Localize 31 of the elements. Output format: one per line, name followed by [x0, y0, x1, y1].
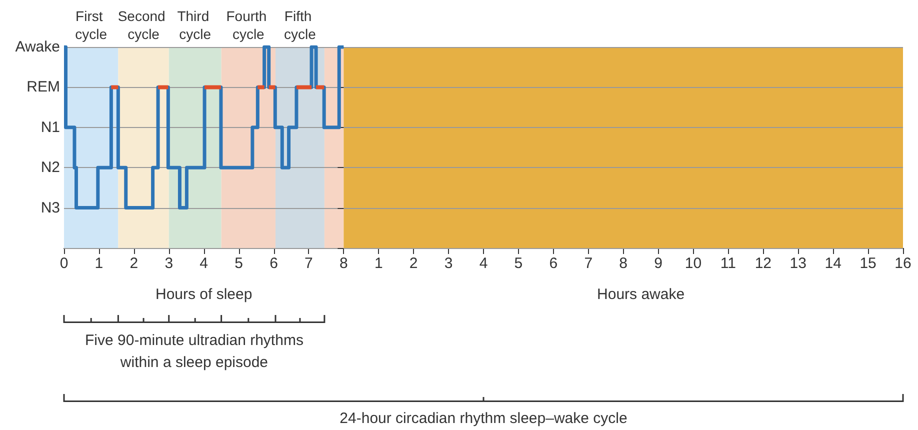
x2-axis-title: Hours awake [596, 285, 686, 305]
x-tick-label: 8 [339, 255, 348, 272]
category-label: Awake [15, 38, 60, 56]
x-tick-label: 4 [200, 255, 208, 272]
text: Five 90-minute ultradian rhythms within a sleep episode [84, 331, 304, 373]
x2-tick-label: 9 [654, 255, 662, 272]
x2-tick-label: 13 [790, 255, 806, 272]
x-tick-label: 7 [304, 255, 313, 272]
x-tick-label: 6 [270, 255, 278, 272]
band-label: Fifth cycle [284, 8, 316, 42]
category-label: N3 [40, 199, 60, 216]
band-label: Second cycle [118, 8, 170, 42]
x-tick-label: 5 [234, 255, 243, 272]
x2-tick-label: 14 [824, 255, 842, 272]
text: 24-hour circadian rhythm sleep–wake cycle [338, 409, 628, 429]
x2-tick-label: 15 [860, 255, 876, 272]
x2-tick-label: 12 [754, 255, 772, 272]
x-tick-label: 1 [94, 255, 104, 272]
x-tick-label: 0 [60, 255, 68, 272]
band-label: Fourth cycle [226, 8, 271, 42]
band-label: Third cycle [177, 8, 213, 42]
x2-tick-label: 10 [684, 255, 702, 272]
band-label: First cycle [75, 8, 108, 42]
category-label: REM [26, 78, 60, 96]
x-tick-label: 2 [130, 255, 138, 272]
x2-tick-label: 16 [894, 255, 912, 272]
category-label: N2 [40, 159, 60, 176]
category-label: N1 [40, 118, 60, 136]
x-axis-title: Hours of sleep [154, 285, 254, 305]
x-tick-label: 3 [164, 255, 174, 272]
x2-tick-label: 11 [720, 255, 736, 272]
